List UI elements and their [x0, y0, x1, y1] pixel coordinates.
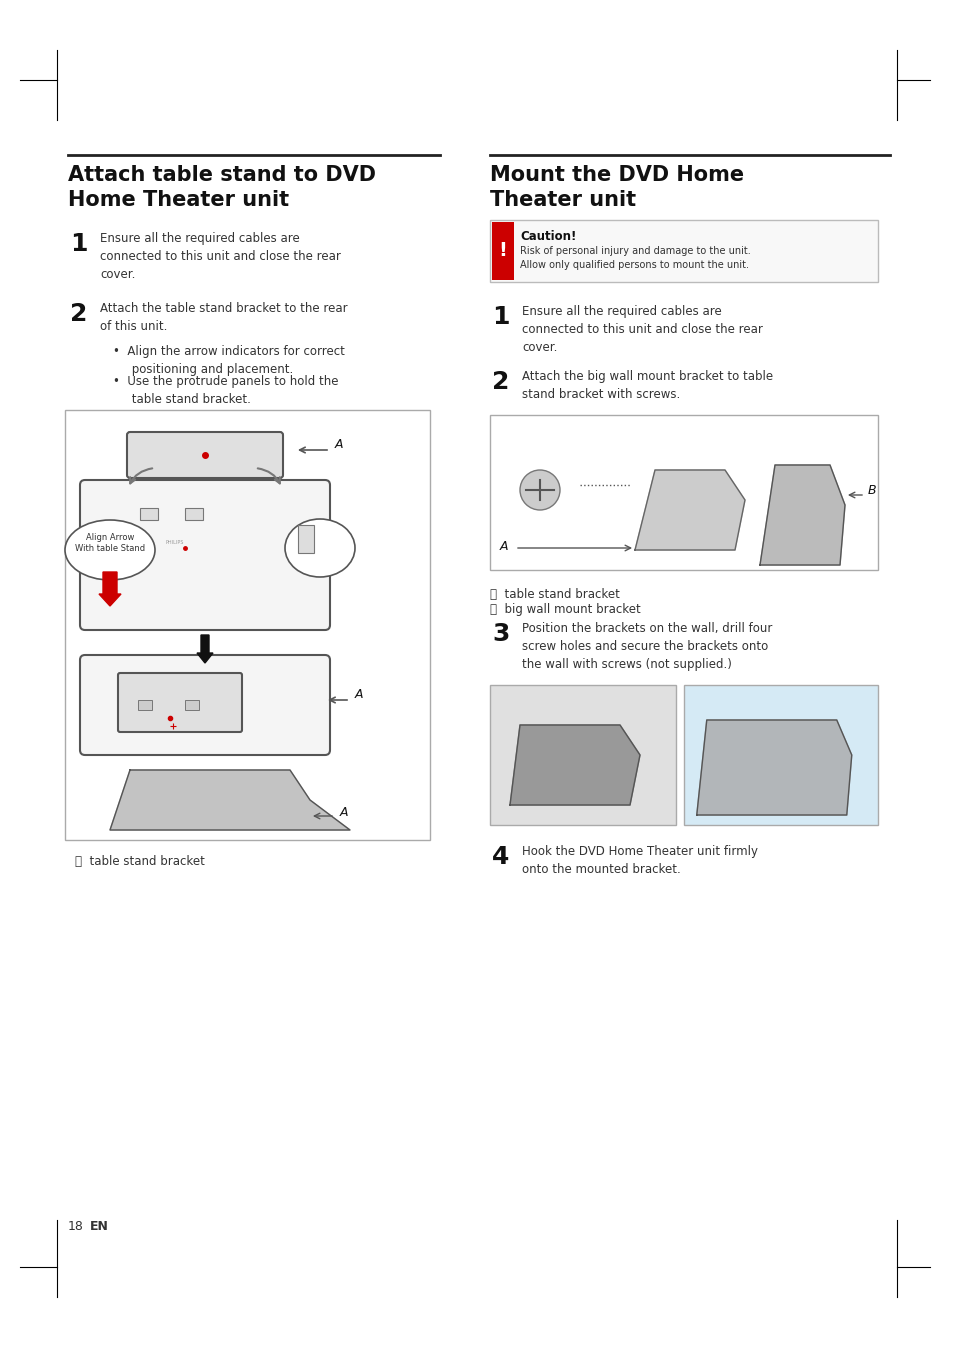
FancyBboxPatch shape	[80, 655, 330, 756]
Ellipse shape	[285, 519, 355, 577]
Text: Risk of personal injury and damage to the unit.
Allow only qualified persons to : Risk of personal injury and damage to th…	[519, 247, 750, 269]
Text: •  Align the arrow indicators for correct
     positioning and placement.: • Align the arrow indicators for correct…	[112, 345, 345, 376]
Text: A: A	[335, 439, 343, 451]
FancyBboxPatch shape	[65, 409, 430, 841]
Polygon shape	[510, 725, 639, 806]
Text: PHILIPS: PHILIPS	[166, 540, 184, 546]
Text: Ⓑ  big wall mount bracket: Ⓑ big wall mount bracket	[490, 603, 640, 616]
Text: Attach the table stand bracket to the rear
of this unit.: Attach the table stand bracket to the re…	[100, 302, 347, 333]
FancyArrow shape	[99, 572, 121, 606]
Text: A: A	[499, 540, 508, 554]
Text: Attach the big wall mount bracket to table
stand bracket with screws.: Attach the big wall mount bracket to tab…	[521, 370, 772, 401]
Bar	[297, 525, 314, 554]
Polygon shape	[110, 770, 350, 830]
Text: Ensure all the required cables are
connected to this unit and close the rear
cov: Ensure all the required cables are conne…	[100, 232, 340, 282]
Text: Hook the DVD Home Theater unit firmly
onto the mounted bracket.: Hook the DVD Home Theater unit firmly on…	[521, 845, 758, 876]
Text: 1: 1	[70, 232, 88, 256]
Text: Caution!: Caution!	[519, 230, 576, 242]
Bar	[185, 508, 203, 520]
Text: Mount the DVD Home: Mount the DVD Home	[490, 164, 743, 185]
FancyBboxPatch shape	[127, 432, 283, 478]
FancyArrow shape	[196, 634, 213, 663]
Text: 1: 1	[492, 304, 509, 329]
Bar	[185, 700, 199, 710]
Text: B: B	[867, 485, 876, 497]
Text: !: !	[498, 241, 507, 260]
Text: A: A	[355, 688, 363, 702]
Text: Position the brackets on the wall, drill four
screw holes and secure the bracket: Position the brackets on the wall, drill…	[521, 622, 772, 671]
Text: Home Theater unit: Home Theater unit	[68, 190, 289, 210]
FancyBboxPatch shape	[683, 686, 877, 824]
Text: 2: 2	[70, 302, 88, 326]
Text: 2: 2	[492, 370, 509, 395]
Text: Theater unit: Theater unit	[490, 190, 636, 210]
FancyBboxPatch shape	[492, 222, 514, 280]
Ellipse shape	[65, 520, 154, 581]
FancyBboxPatch shape	[490, 415, 877, 570]
FancyBboxPatch shape	[80, 480, 330, 630]
Polygon shape	[760, 465, 844, 564]
Circle shape	[519, 470, 559, 511]
Polygon shape	[635, 470, 744, 550]
Polygon shape	[696, 721, 851, 815]
Text: 3: 3	[492, 622, 509, 647]
Text: Align Arrow
With table Stand: Align Arrow With table Stand	[75, 533, 145, 552]
FancyBboxPatch shape	[118, 674, 242, 731]
FancyBboxPatch shape	[490, 220, 877, 282]
Text: Ⓐ  table stand bracket: Ⓐ table stand bracket	[490, 589, 619, 601]
Text: Ⓐ  table stand bracket: Ⓐ table stand bracket	[75, 855, 205, 867]
Text: Ensure all the required cables are
connected to this unit and close the rear
cov: Ensure all the required cables are conne…	[521, 304, 762, 354]
FancyBboxPatch shape	[490, 686, 676, 824]
Text: 18: 18	[68, 1220, 84, 1233]
Text: EN: EN	[90, 1220, 109, 1233]
Bar	[140, 508, 158, 520]
Text: 4: 4	[492, 845, 509, 869]
Bar	[138, 700, 152, 710]
Text: Attach table stand to DVD: Attach table stand to DVD	[68, 164, 375, 185]
Text: •  Use the protrude panels to hold the
     table stand bracket.: • Use the protrude panels to hold the ta…	[112, 374, 338, 405]
Text: A: A	[339, 806, 348, 819]
